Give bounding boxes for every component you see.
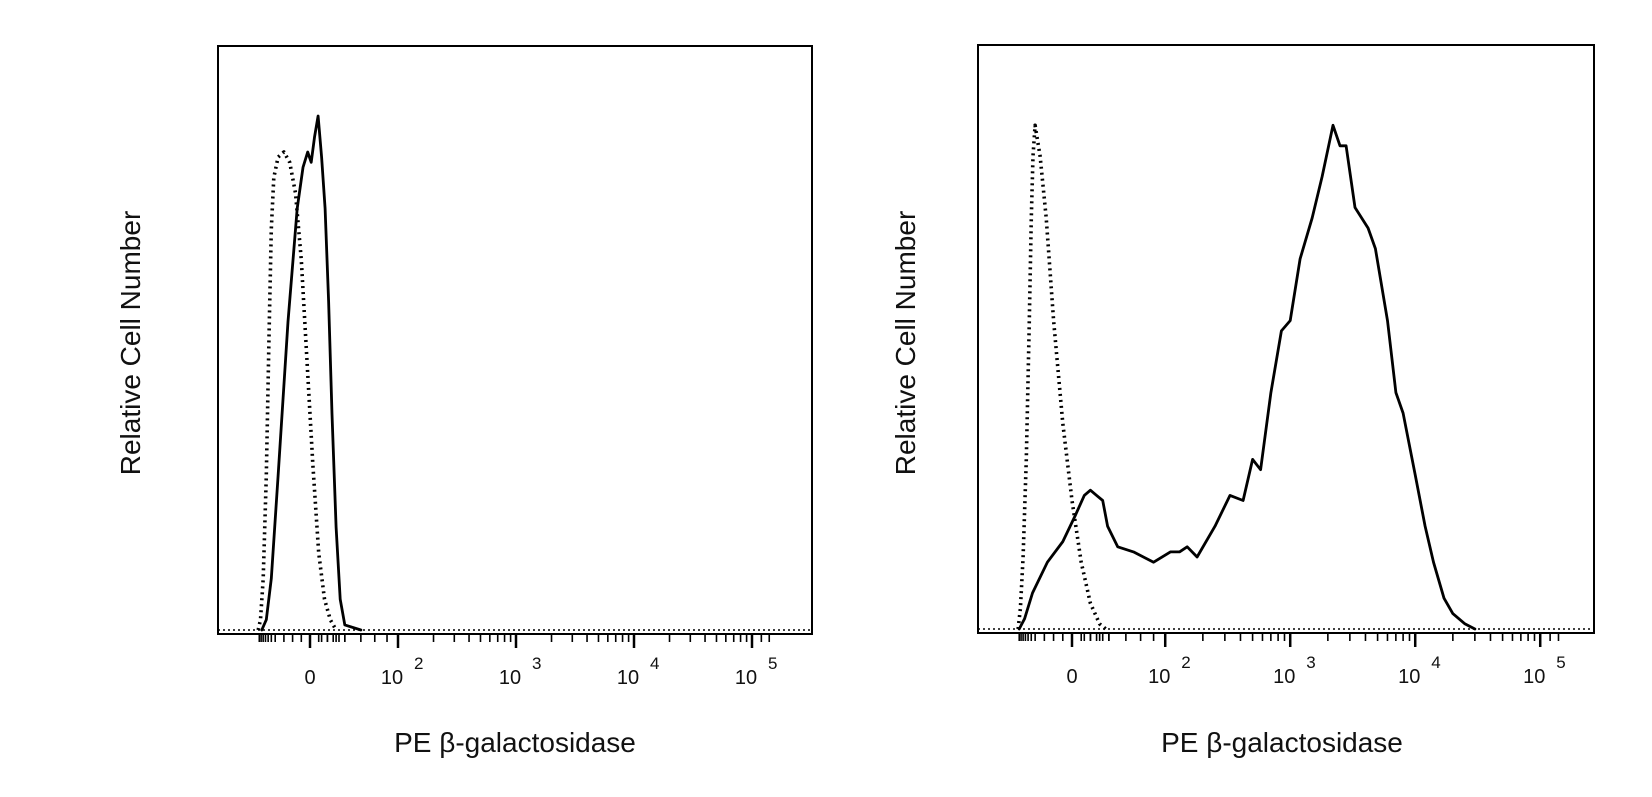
y-axis-title: Relative Cell Number (890, 211, 921, 476)
x-axis-tick-labels: 0 10 2 10 3 10 4 10 5 (1066, 653, 1565, 688)
x-tick-label: 10 (1398, 666, 1420, 688)
x-tick-label-exponent: 5 (1556, 653, 1565, 672)
series-dotted-line (1016, 123, 1107, 631)
x-tick-label: 10 (617, 667, 639, 689)
x-tick-label-exponent: 2 (414, 654, 423, 673)
x-axis-ticks (258, 634, 771, 648)
series-solid-line (1017, 123, 1477, 631)
x-tick-label-exponent: 3 (532, 654, 541, 673)
histogram-panel-left: 0 10 2 10 3 10 4 10 5 PE β-galactosidase Relativ… (115, 45, 813, 758)
x-axis-tick-labels: 0 10 2 10 3 10 4 10 5 (304, 654, 777, 689)
x-axis-ticks (1018, 633, 1560, 647)
plot-frame (977, 44, 1595, 634)
x-tick-label: 10 (1273, 666, 1295, 688)
series-group (978, 123, 1594, 631)
x-tick-label: 0 (304, 667, 315, 689)
y-axis-title: Relative Cell Number (115, 211, 146, 476)
x-tick-label-exponent: 2 (1181, 653, 1190, 672)
x-tick-label-exponent: 4 (650, 654, 659, 673)
series-group (218, 114, 812, 632)
series-dotted-line (256, 150, 338, 631)
x-tick-label: 10 (499, 667, 521, 689)
series-solid-line (260, 114, 363, 632)
x-tick-label: 10 (1523, 666, 1545, 688)
x-axis-title: PE β-galactosidase (1161, 727, 1403, 758)
histogram-panel-right: 0 10 2 10 3 10 4 10 5 PE β-galactosidase Relativ… (890, 44, 1595, 758)
x-tick-label: 10 (381, 667, 403, 689)
x-tick-label-exponent: 4 (1431, 653, 1440, 672)
x-tick-label: 0 (1066, 666, 1077, 688)
x-axis-title: PE β-galactosidase (394, 727, 636, 758)
x-tick-label: 10 (1148, 666, 1170, 688)
x-tick-label: 10 (735, 667, 757, 689)
x-tick-label-exponent: 3 (1306, 653, 1315, 672)
x-tick-label-exponent: 5 (768, 654, 777, 673)
